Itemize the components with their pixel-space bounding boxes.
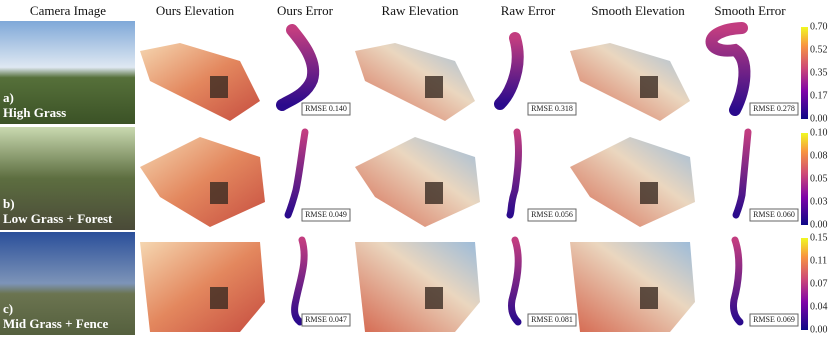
rmse-label: RMSE 0.060: [753, 210, 795, 219]
row-name: Low Grass + Forest: [3, 211, 113, 226]
rmse-label: RMSE 0.069: [753, 315, 795, 324]
column-header: Raw Elevation: [382, 3, 459, 18]
colorbar: [801, 238, 808, 330]
elevation-map: [355, 137, 480, 227]
robot: [640, 76, 658, 98]
elevation-map: [570, 43, 690, 121]
colorbar-tick: 0.03: [810, 196, 828, 207]
colorbar-tick: 0.08: [810, 150, 828, 161]
row-letter: a): [3, 90, 14, 105]
rmse-label: RMSE 0.047: [305, 315, 347, 324]
rmse-label: RMSE 0.049: [305, 210, 347, 219]
elevation-map: [140, 43, 260, 121]
colorbar-tick: 0.15: [810, 232, 828, 243]
column-header: Camera Image: [30, 3, 106, 18]
rmse-box: [749, 102, 799, 116]
colorbar-tick: 0.00: [810, 219, 828, 230]
rmse-label: RMSE 0.140: [305, 104, 347, 113]
rmse-box: [749, 313, 799, 327]
robot: [640, 182, 658, 204]
error-map: [730, 236, 744, 326]
elevation-map: [570, 242, 695, 332]
elevation-map: [355, 242, 480, 332]
row-name: Mid Grass + Fence: [3, 316, 108, 331]
colorbar-tick: 0.70: [810, 21, 828, 32]
column-header: Ours Elevation: [156, 3, 235, 18]
camera-image: [0, 21, 135, 124]
error-map: [291, 236, 308, 326]
column-header: Raw Error: [501, 3, 556, 18]
rmse-label: RMSE 0.056: [531, 210, 573, 219]
column-header: Ours Error: [277, 3, 334, 18]
colorbar-tick: 0.11: [810, 255, 827, 266]
elevation-map: [140, 242, 265, 332]
row-letter: c): [3, 301, 13, 316]
rmse-box: [527, 208, 577, 222]
colorbar-tick: 0.00: [810, 113, 828, 124]
colorbar-tick: 0.04: [810, 301, 828, 312]
rmse-box: [749, 208, 799, 222]
robot: [210, 287, 228, 309]
column-header: Smooth Error: [714, 3, 786, 18]
rmse-box: [301, 208, 351, 222]
error-map: [276, 24, 320, 111]
colorbar: [801, 27, 808, 119]
rmse-label: RMSE 0.081: [531, 315, 573, 324]
error-map: [494, 32, 524, 110]
rmse-box: [527, 102, 577, 116]
error-map: [508, 236, 522, 326]
error-map: [732, 128, 752, 219]
colorbar-tick: 0.07: [810, 278, 828, 289]
colorbar-tick: 0.00: [810, 324, 828, 335]
robot: [210, 76, 228, 98]
row-letter: b): [3, 196, 15, 211]
robot: [640, 287, 658, 309]
rmse-box: [527, 313, 577, 327]
rmse-label: RMSE 0.318: [531, 104, 573, 113]
robot: [210, 182, 228, 204]
row-name: High Grass: [3, 105, 66, 120]
elevation-map: [355, 43, 475, 121]
column-header: Smooth Elevation: [591, 3, 685, 18]
robot: [425, 182, 443, 204]
rmse-box: [301, 102, 351, 116]
error-map: [705, 22, 751, 116]
colorbar-tick: 0.10: [810, 127, 828, 138]
colorbar-tick: 0.35: [810, 67, 828, 78]
robot: [425, 287, 443, 309]
colorbar-tick: 0.17: [810, 90, 828, 101]
colorbar-tick: 0.05: [810, 173, 828, 184]
colorbar: [801, 133, 808, 225]
camera-image: [0, 232, 135, 335]
elevation-map: [140, 137, 265, 227]
rmse-label: RMSE 0.278: [753, 104, 795, 113]
error-map: [284, 128, 309, 219]
rmse-box: [301, 313, 351, 327]
colorbar-tick: 0.52: [810, 44, 828, 55]
robot: [425, 76, 443, 98]
elevation-map: [570, 137, 695, 227]
error-map: [506, 128, 522, 219]
camera-image: [0, 127, 135, 230]
